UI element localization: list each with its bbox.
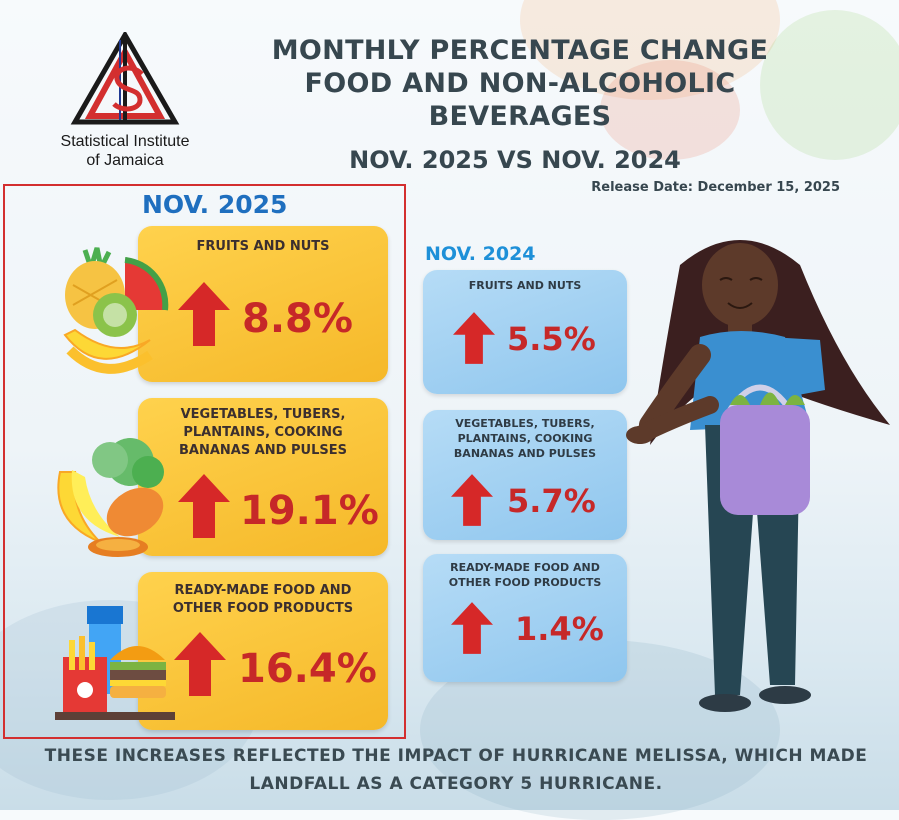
card-label: READY-MADE FOOD AND OTHER FOOD PRODUCTS xyxy=(138,582,388,618)
card-2025-ready-made: READY-MADE FOOD AND OTHER FOOD PRODUCTS … xyxy=(138,572,388,730)
release-date: Release Date: December 15, 2025 xyxy=(591,180,840,195)
footer-line1: THESE INCREASES REFLECTED THE IMPACT OF … xyxy=(44,746,868,766)
card-2025-fruits-nuts: FRUITS AND NUTS 8.8% xyxy=(138,226,388,382)
title-line3: BEVERAGES xyxy=(428,101,612,132)
card-label-line2: OTHER FOOD PRODUCTS xyxy=(172,601,354,616)
statin-emblem-icon xyxy=(70,32,180,125)
card-2024-vegetables: VEGETABLES, TUBERS, PLANTAINS, COOKING B… xyxy=(423,410,627,540)
card-label-line2: OTHER FOOD PRODUCTS xyxy=(448,576,602,589)
page-subtitle: NOV. 2025 VS NOV. 2024 xyxy=(349,146,681,174)
card-label: READY-MADE FOOD AND OTHER FOOD PRODUCTS xyxy=(423,560,627,590)
nov-2025-heading: NOV. 2025 xyxy=(142,190,288,219)
card-label-line2: PLANTAINS, COOKING xyxy=(457,432,593,445)
fast-food-illustration-icon xyxy=(55,606,175,720)
fruits-illustration-icon xyxy=(63,247,169,374)
card-label-line1: READY-MADE FOOD AND xyxy=(450,561,600,574)
card-2025-vegetables: VEGETABLES, TUBERS, PLANTAINS, COOKING B… xyxy=(138,398,388,556)
card-value: 19.1% xyxy=(240,488,379,534)
up-arrow-icon xyxy=(178,474,230,538)
card-value: 1.4% xyxy=(515,610,604,648)
card-label: VEGETABLES, TUBERS, PLANTAINS, COOKING B… xyxy=(423,416,627,461)
up-arrow-icon xyxy=(174,632,226,696)
up-arrow-icon xyxy=(453,312,495,364)
card-label-line1: VEGETABLES, TUBERS, xyxy=(455,417,595,430)
card-value: 16.4% xyxy=(238,646,377,692)
card-label: FRUITS AND NUTS xyxy=(468,279,582,292)
up-arrow-icon xyxy=(451,602,493,654)
card-label: FRUITS AND NUTS xyxy=(196,239,330,254)
footer-line2: LANDFALL AS A CATEGORY 5 HURRICANE. xyxy=(249,774,663,794)
shopper-illustration-icon xyxy=(626,240,890,712)
card-2024-fruits-nuts: FRUITS AND NUTS 5.5% xyxy=(423,270,627,394)
card-value: 8.8% xyxy=(242,296,353,342)
card-value: 5.5% xyxy=(507,320,596,358)
page-title: MONTHLY PERCENTAGE CHANGE FOOD AND NON-A… xyxy=(220,34,820,133)
title-line2: FOOD AND NON-ALCOHOLIC xyxy=(304,68,736,99)
card-label-line3: BANANAS AND PULSES xyxy=(179,443,347,458)
vegetables-illustration-icon xyxy=(57,438,164,557)
card-value: 5.7% xyxy=(507,482,596,520)
card-label: VEGETABLES, TUBERS, PLANTAINS, COOKING B… xyxy=(138,406,388,460)
nov-2025-panel xyxy=(3,184,406,739)
card-label-line3: BANANAS AND PULSES xyxy=(453,447,597,460)
card-label-line1: VEGETABLES, TUBERS, xyxy=(180,407,346,422)
nov-2024-heading: NOV. 2024 xyxy=(425,243,536,265)
card-label-line1: READY-MADE FOOD AND xyxy=(174,583,352,598)
footer-note: THESE INCREASES REFLECTED THE IMPACT OF … xyxy=(28,742,884,798)
org-name-line1: Statistical Institute xyxy=(60,133,190,150)
statin-logo: Statistical Institute of Jamaica xyxy=(40,32,210,172)
card-label-line2: PLANTAINS, COOKING xyxy=(183,425,343,440)
up-arrow-icon xyxy=(178,282,230,346)
card-2024-ready-made: READY-MADE FOOD AND OTHER FOOD PRODUCTS … xyxy=(423,554,627,682)
org-name-line2: of Jamaica xyxy=(86,152,164,169)
up-arrow-icon xyxy=(451,474,493,526)
title-line1: MONTHLY PERCENTAGE CHANGE xyxy=(271,35,769,66)
